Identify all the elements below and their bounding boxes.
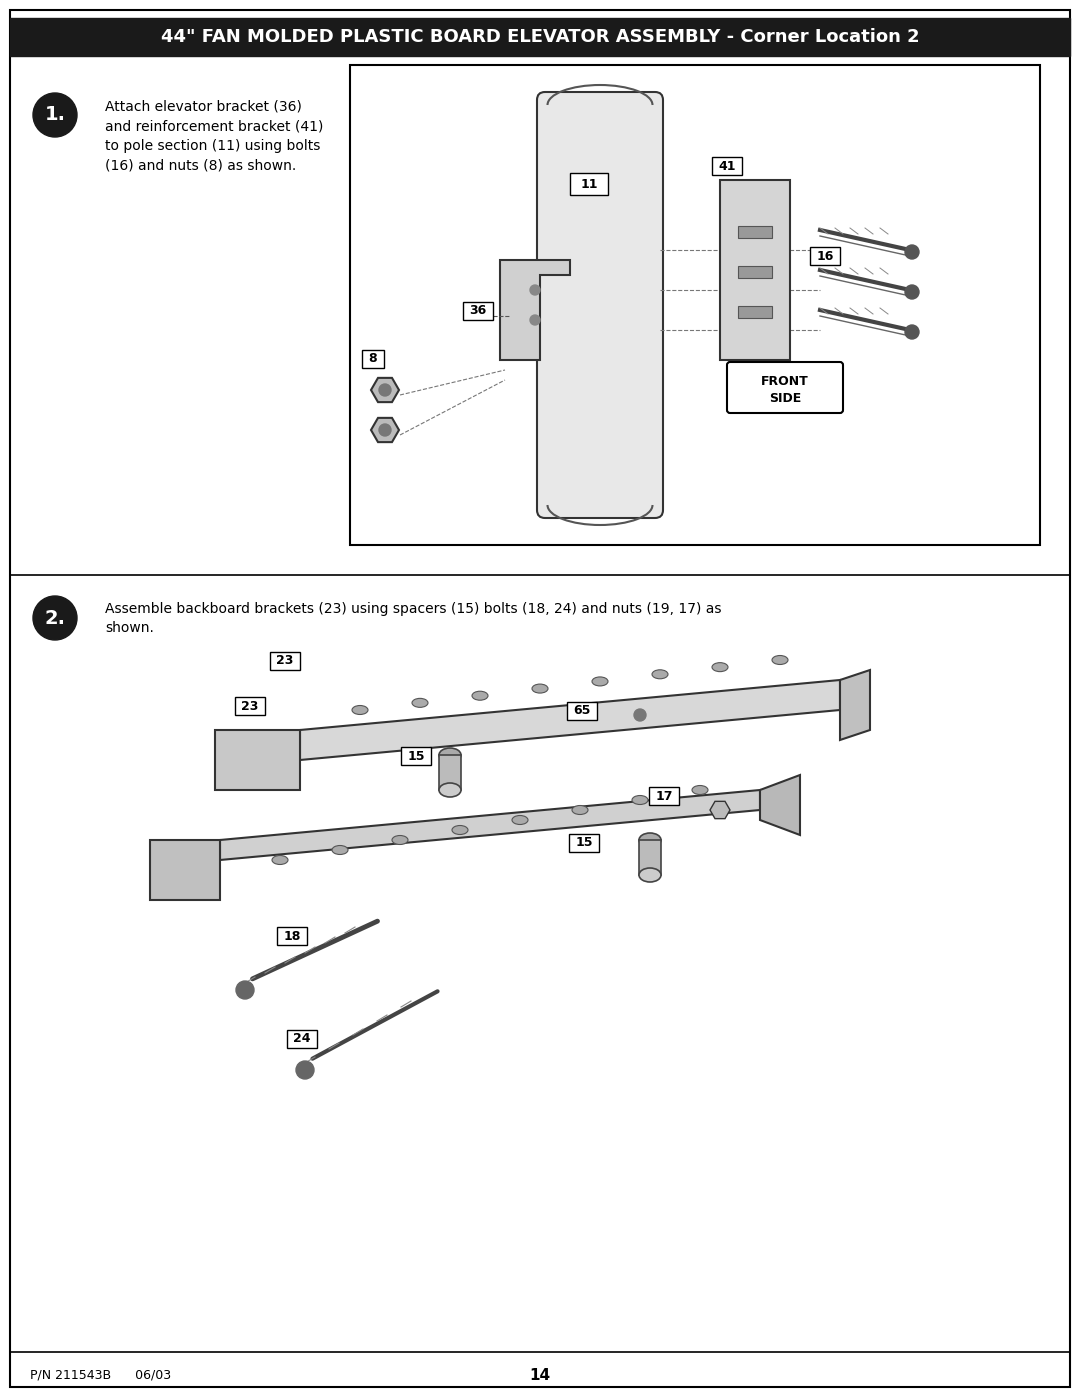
Text: 24: 24 (294, 1032, 311, 1045)
Circle shape (296, 1060, 314, 1078)
Polygon shape (150, 840, 220, 900)
Bar (10, 18, 1070, 56)
Text: P/N 211543B      06/03: P/N 211543B 06/03 (30, 1369, 171, 1382)
Ellipse shape (572, 806, 588, 814)
Bar (235, 697, 265, 715)
Circle shape (33, 94, 77, 137)
Polygon shape (500, 260, 570, 360)
Bar (649, 787, 679, 805)
FancyBboxPatch shape (727, 362, 843, 414)
Ellipse shape (512, 816, 528, 824)
Text: 16: 16 (816, 250, 834, 263)
Polygon shape (220, 789, 760, 861)
Ellipse shape (639, 833, 661, 847)
Bar (438, 754, 461, 789)
Text: 11: 11 (580, 177, 597, 190)
Bar (276, 928, 307, 944)
Circle shape (634, 710, 646, 721)
Circle shape (379, 384, 391, 395)
Bar (463, 302, 492, 320)
Text: 15: 15 (407, 750, 424, 763)
Ellipse shape (532, 685, 548, 693)
Text: 65: 65 (573, 704, 591, 718)
Bar (270, 652, 300, 671)
Ellipse shape (352, 705, 368, 714)
Ellipse shape (772, 655, 788, 665)
Ellipse shape (438, 782, 461, 798)
Text: 44" FAN MOLDED PLASTIC BOARD ELEVATOR ASSEMBLY - Corner Location 2: 44" FAN MOLDED PLASTIC BOARD ELEVATOR AS… (161, 28, 919, 46)
Polygon shape (760, 775, 800, 835)
Ellipse shape (411, 698, 428, 707)
FancyBboxPatch shape (537, 92, 663, 518)
Circle shape (905, 244, 919, 258)
Bar (569, 834, 599, 852)
Text: 23: 23 (241, 700, 259, 712)
Text: 23: 23 (276, 655, 294, 668)
Bar (350, 66, 1040, 545)
Circle shape (905, 326, 919, 339)
Polygon shape (710, 802, 730, 819)
Ellipse shape (272, 855, 288, 865)
Circle shape (530, 285, 540, 295)
Ellipse shape (392, 835, 408, 845)
Circle shape (530, 314, 540, 326)
Text: 2.: 2. (44, 609, 66, 627)
Bar (738, 226, 772, 237)
Text: 17: 17 (656, 789, 673, 802)
Ellipse shape (592, 678, 608, 686)
Text: 8: 8 (368, 352, 377, 366)
Text: 1.: 1. (44, 106, 66, 124)
Text: 14: 14 (529, 1368, 551, 1383)
Polygon shape (840, 671, 870, 740)
Ellipse shape (453, 826, 468, 834)
Ellipse shape (332, 845, 348, 855)
Circle shape (33, 597, 77, 640)
Bar (738, 265, 772, 278)
Bar (567, 703, 597, 719)
Polygon shape (372, 377, 399, 402)
Text: Attach elevator bracket (36)
and reinforcement bracket (41)
to pole section (11): Attach elevator bracket (36) and reinfor… (105, 101, 323, 172)
Text: 15: 15 (576, 837, 593, 849)
Text: 18: 18 (283, 929, 300, 943)
Text: FRONT
SIDE: FRONT SIDE (761, 374, 809, 405)
Text: 41: 41 (718, 159, 735, 172)
Ellipse shape (639, 868, 661, 882)
Polygon shape (300, 680, 840, 760)
Ellipse shape (438, 747, 461, 761)
Circle shape (379, 425, 391, 436)
Ellipse shape (652, 669, 669, 679)
Ellipse shape (692, 785, 708, 795)
Text: 36: 36 (470, 305, 487, 317)
Text: Assemble backboard brackets (23) using spacers (15) bolts (18, 24) and nuts (19,: Assemble backboard brackets (23) using s… (105, 602, 721, 636)
Bar (570, 173, 608, 196)
Bar (639, 840, 661, 875)
Circle shape (905, 285, 919, 299)
Ellipse shape (632, 795, 648, 805)
Bar (287, 1030, 318, 1048)
Bar (712, 156, 742, 175)
Bar (720, 180, 789, 360)
Ellipse shape (712, 662, 728, 672)
Polygon shape (215, 731, 300, 789)
Circle shape (237, 981, 254, 999)
Ellipse shape (472, 692, 488, 700)
Bar (401, 747, 431, 766)
Bar (738, 306, 772, 319)
Polygon shape (372, 418, 399, 441)
Bar (362, 351, 384, 367)
Bar (810, 247, 840, 265)
